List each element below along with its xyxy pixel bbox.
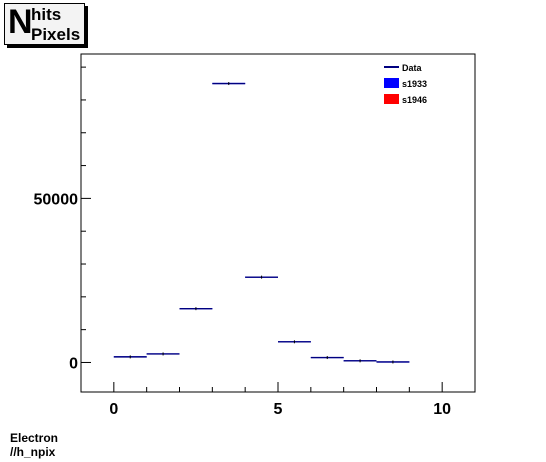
title-subscript: Pixels bbox=[31, 25, 81, 44]
x-tick-label: 0 bbox=[109, 401, 118, 418]
title-superscript: hits bbox=[31, 5, 62, 24]
footer-histogram-path: //h_npix bbox=[10, 445, 56, 459]
footer-particle-label: Electron bbox=[10, 431, 59, 445]
legend-label: s1946 bbox=[402, 95, 427, 105]
y-tick-label: 50000 bbox=[34, 191, 79, 208]
title-main-letter: N bbox=[8, 3, 33, 41]
legend-label: Data bbox=[402, 63, 423, 73]
legend-fill-swatch bbox=[384, 78, 399, 88]
x-tick-label: 5 bbox=[274, 401, 283, 418]
legend-fill-swatch bbox=[384, 94, 399, 104]
x-tick-label: 10 bbox=[433, 401, 451, 418]
legend-label: s1933 bbox=[402, 79, 427, 89]
histogram-title-box: N hits Pixels bbox=[4, 3, 85, 45]
y-tick-label: 0 bbox=[69, 355, 78, 372]
